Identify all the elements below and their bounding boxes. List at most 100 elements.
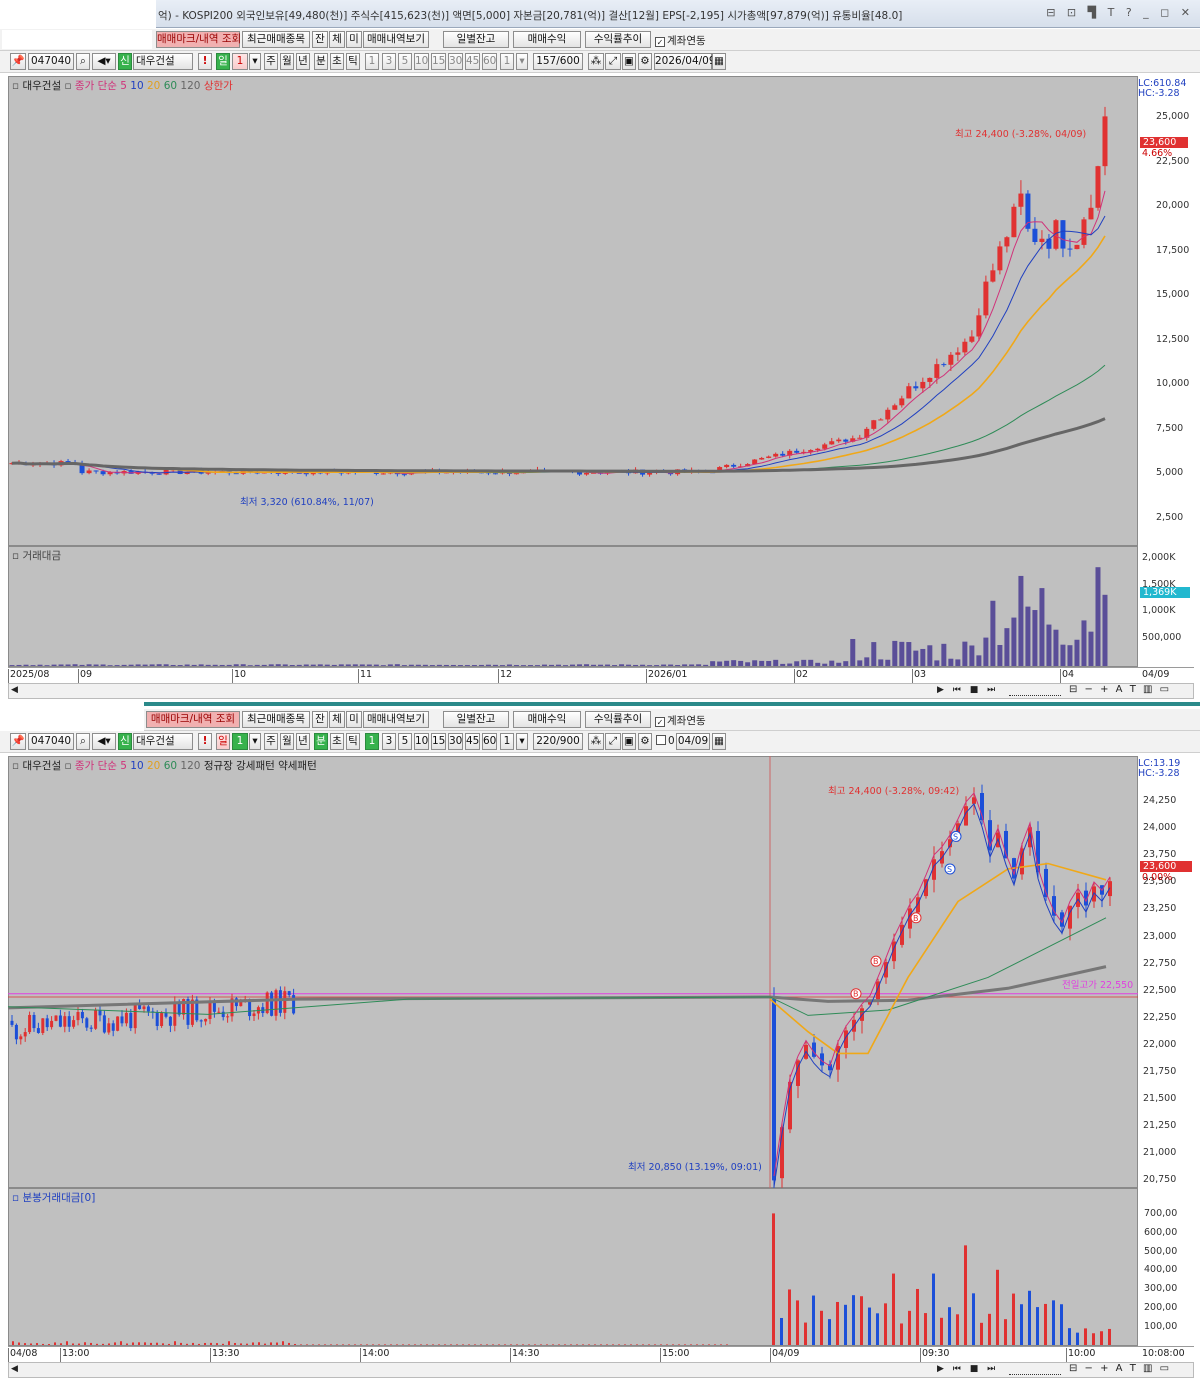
zoom-slider[interactable] [1009, 686, 1061, 696]
add-indicator-icon[interactable]: ⁂ [588, 53, 604, 70]
date-checkbox[interactable]: 0 [656, 735, 675, 747]
recent-trades-button[interactable]: 최근매매종목 [242, 31, 310, 48]
trade-mark-button[interactable]: 매매마크/내역 조회 [156, 31, 241, 48]
tab-week[interactable]: 주 [264, 53, 278, 70]
trade-profit-button[interactable]: 매매수익 [513, 711, 581, 728]
trade-profit-button[interactable]: 매매수익 [513, 31, 581, 48]
pin-icon[interactable]: 📌 [10, 733, 26, 750]
tab-second[interactable]: 초 [330, 53, 344, 70]
interval-5[interactable]: 5 [398, 733, 412, 750]
interval-45[interactable]: 45 [465, 53, 480, 70]
calendar-icon[interactable]: ▦ [712, 733, 726, 750]
pin-icon[interactable]: 📌 [10, 53, 26, 70]
playback-controls[interactable]: ▶ ⏮ ■ ⏭ [937, 685, 999, 695]
add-indicator-icon[interactable]: ⁂ [588, 733, 604, 750]
range-field[interactable]: 220/900 [533, 733, 583, 750]
trade-marker [944, 863, 956, 875]
filled-button[interactable]: 체 [329, 711, 345, 728]
code-input[interactable]: 047040 [28, 733, 74, 750]
scrollbar-daily[interactable]: ◀ ▶ ⏮ ■ ⏭ ⊟ − + A T ▥ ▭ [8, 683, 1194, 699]
filled-button[interactable]: 체 [329, 31, 345, 48]
recent-trades-button[interactable]: 최근매매종목 [242, 711, 310, 728]
balance-button[interactable]: 잔 [312, 711, 328, 728]
interval-60[interactable]: 60 [482, 53, 497, 70]
return-trend-button[interactable]: 수익률추이 [585, 711, 651, 728]
tab-tick[interactable]: 틱 [346, 53, 360, 70]
stock-name-field[interactable]: 대우건설 [133, 733, 193, 750]
tab-month[interactable]: 월 [280, 733, 294, 750]
calendar-icon[interactable]: ▦ [712, 53, 726, 70]
chevron-down-icon[interactable]: ▾ [516, 53, 528, 70]
unfilled-button[interactable]: 미 [346, 31, 362, 48]
save-icon[interactable]: ▣ [622, 53, 636, 70]
interval-1[interactable]: 1 [365, 53, 379, 70]
day-button[interactable]: 일 [216, 733, 230, 750]
account-link-checkbox[interactable]: ✓ 계좌연동 [655, 715, 706, 727]
account-link-checkbox[interactable]: ✓ 계좌연동 [655, 35, 706, 47]
search-icon[interactable]: ⌕ [76, 733, 90, 750]
interval-15[interactable]: 15 [431, 53, 446, 70]
date-field[interactable]: 2026/04/09 [654, 53, 716, 70]
playback-controls[interactable]: ▶ ⏮ ■ ⏭ [937, 1364, 999, 1374]
tab-tick[interactable]: 틱 [346, 733, 360, 750]
interval-45[interactable]: 45 [465, 733, 480, 750]
stock-name-field[interactable]: 대우건설 [133, 53, 193, 70]
tab-month[interactable]: 월 [280, 53, 294, 70]
return-trend-button[interactable]: 수익률추이 [585, 31, 651, 48]
unfilled-button[interactable]: 미 [346, 711, 362, 728]
daily-balance-button[interactable]: 일별잔고 [443, 31, 509, 48]
interval-10[interactable]: 10 [414, 53, 429, 70]
code-input[interactable]: 047040 [28, 53, 74, 70]
trade-history-button[interactable]: 매매내역보기 [363, 31, 429, 48]
interval-3[interactable]: 3 [382, 733, 396, 750]
day-count-field[interactable]: 1 [232, 733, 248, 750]
tab-minute[interactable]: 분 [314, 53, 328, 70]
chevron-down-icon[interactable]: ▾ [516, 733, 528, 750]
scroll-left-icon[interactable]: ◀ [11, 1364, 18, 1374]
chart-tools[interactable]: ⊟ − + A T ▥ ▭ [1069, 684, 1172, 695]
window-controls[interactable]: ⊟ ⊡ ▜ T ? _ ◻ ✕ [1046, 6, 1194, 19]
scrollbar-minute[interactable]: ◀ ▶ ⏮ ■ ⏭ ⊟ − + A T ▥ ▭ [8, 1362, 1194, 1378]
interval-15[interactable]: 15 [431, 733, 446, 750]
alert-button[interactable]: ! [198, 733, 212, 750]
daily-balance-button[interactable]: 일별잔고 [443, 711, 509, 728]
day-button[interactable]: 일 [216, 53, 230, 70]
chevron-down-icon[interactable]: ▾ [249, 733, 261, 750]
alert-button[interactable]: ! [198, 53, 212, 70]
draw-tool-icon[interactable]: ⤢ [605, 53, 621, 70]
date-field[interactable]: 04/09 [676, 733, 710, 750]
interval-field[interactable]: 1 [500, 733, 514, 750]
speaker-icon[interactable]: ◀▾ [92, 733, 116, 750]
search-icon[interactable]: ⌕ [76, 53, 90, 70]
gear-icon[interactable]: ⚙ [638, 733, 652, 750]
x-tick-label: 10 [232, 669, 246, 683]
gear-icon[interactable]: ⚙ [638, 53, 652, 70]
interval-field[interactable]: 1 [500, 53, 514, 70]
tab-second[interactable]: 초 [330, 733, 344, 750]
interval-5[interactable]: 5 [398, 53, 412, 70]
chevron-down-icon[interactable]: ▾ [249, 53, 261, 70]
volume-bar [254, 664, 260, 666]
chart-tools[interactable]: ⊟ − + A T ▥ ▭ [1069, 1363, 1172, 1374]
trade-history-button[interactable]: 매매내역보기 [363, 711, 429, 728]
interval-3[interactable]: 3 [382, 53, 396, 70]
save-icon[interactable]: ▣ [622, 733, 636, 750]
draw-tool-icon[interactable]: ⤢ [605, 733, 621, 750]
price-panel-minute[interactable] [8, 756, 1138, 1188]
range-field[interactable]: 157/600 [533, 53, 583, 70]
interval-30[interactable]: 30 [448, 53, 463, 70]
balance-button[interactable]: 잔 [312, 31, 328, 48]
day-count-field[interactable]: 1 [232, 53, 248, 70]
tab-week[interactable]: 주 [264, 733, 278, 750]
interval-10[interactable]: 10 [414, 733, 429, 750]
tab-year[interactable]: 년 [296, 53, 310, 70]
interval-60[interactable]: 60 [482, 733, 497, 750]
speaker-icon[interactable]: ◀▾ [92, 53, 116, 70]
scroll-left-icon[interactable]: ◀ [11, 685, 18, 695]
zoom-slider[interactable] [1009, 1365, 1061, 1375]
tab-minute[interactable]: 분 [314, 733, 328, 750]
interval-1[interactable]: 1 [365, 733, 379, 750]
interval-30[interactable]: 30 [448, 733, 463, 750]
trade-mark-button[interactable]: 매매마크/내역 조회 [146, 711, 240, 728]
tab-year[interactable]: 년 [296, 733, 310, 750]
